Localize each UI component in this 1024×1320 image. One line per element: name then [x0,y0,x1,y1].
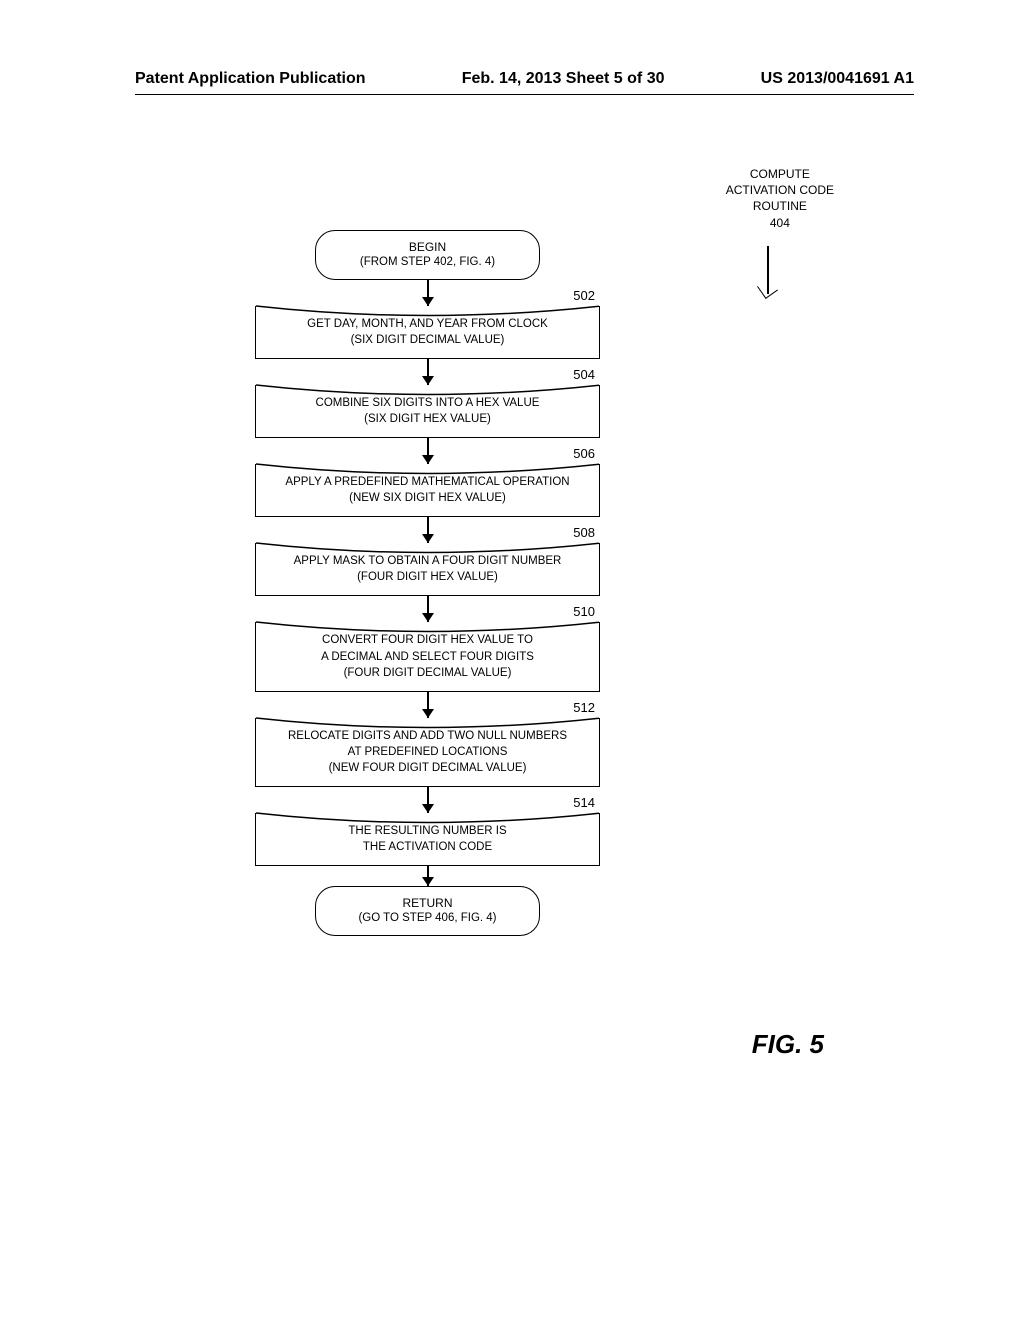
routine-arrow-icon [767,246,769,294]
flowchart-step-514: 514 THE RESULTING NUMBER IS THE ACTIVATI… [255,813,600,866]
flowchart-step-504: 504 COMBINE SIX DIGITS INTO A HEX VALUE … [255,385,600,438]
flowchart: BEGIN (FROM STEP 402, FIG. 4) 502 GET DA… [255,230,600,936]
routine-line2: ACTIVATION CODE [726,182,834,198]
flowchart-step-508: 508 APPLY MASK TO OBTAIN A FOUR DIGIT NU… [255,543,600,596]
step-text: A DECIMAL AND SELECT FOUR DIGITS [268,649,587,665]
page-header: Patent Application Publication Feb. 14, … [0,70,1024,95]
step-number: 506 [573,445,595,463]
return-line2: (GO TO STEP 406, FIG. 4) [326,911,529,927]
header-right: US 2013/0041691 A1 [761,70,914,88]
step-number: 502 [573,287,595,305]
routine-line1: COMPUTE [726,166,834,182]
step-text: (NEW FOUR DIGIT DECIMAL VALUE) [268,760,587,776]
step-number: 512 [573,699,595,717]
arrow-down-icon [427,359,429,385]
header-rule [135,94,914,95]
arrow-down-icon [427,280,429,306]
routine-label: COMPUTE ACTIVATION CODE ROUTINE 404 [726,166,834,231]
step-number: 514 [573,794,595,812]
step-text: (FOUR DIGIT DECIMAL VALUE) [268,665,587,681]
step-number: 508 [573,524,595,542]
arrow-down-icon [427,517,429,543]
arrow-down-icon [427,866,429,886]
header-left: Patent Application Publication [135,70,366,88]
step-text: (NEW SIX DIGIT HEX VALUE) [268,490,587,506]
arrow-down-icon [427,692,429,718]
step-text: (SIX DIGIT HEX VALUE) [268,411,587,427]
arrow-down-icon [427,787,429,813]
flowchart-step-502: 502 GET DAY, MONTH, AND YEAR FROM CLOCK … [255,306,600,359]
step-number: 510 [573,603,595,621]
return-line1: RETURN [326,895,529,911]
step-text: (FOUR DIGIT HEX VALUE) [268,569,587,585]
step-text: THE ACTIVATION CODE [268,839,587,855]
header-center: Feb. 14, 2013 Sheet 5 of 30 [462,70,665,88]
flowchart-step-506: 506 APPLY A PREDEFINED MATHEMATICAL OPER… [255,464,600,517]
arrow-down-icon [427,438,429,464]
routine-line3: ROUTINE [726,198,834,214]
flowchart-begin: BEGIN (FROM STEP 402, FIG. 4) [315,230,540,280]
step-text: (SIX DIGIT DECIMAL VALUE) [268,332,587,348]
step-number: 504 [573,366,595,384]
begin-line1: BEGIN [326,239,529,255]
flowchart-step-512: 512 RELOCATE DIGITS AND ADD TWO NULL NUM… [255,718,600,787]
flowchart-return: RETURN (GO TO STEP 406, FIG. 4) [315,886,540,936]
step-text: AT PREDEFINED LOCATIONS [268,744,587,760]
routine-line4: 404 [726,215,834,231]
figure-label: FIG. 5 [752,1029,824,1060]
begin-line2: (FROM STEP 402, FIG. 4) [326,255,529,271]
flowchart-step-510: 510 CONVERT FOUR DIGIT HEX VALUE TO A DE… [255,622,600,691]
arrow-down-icon [427,596,429,622]
